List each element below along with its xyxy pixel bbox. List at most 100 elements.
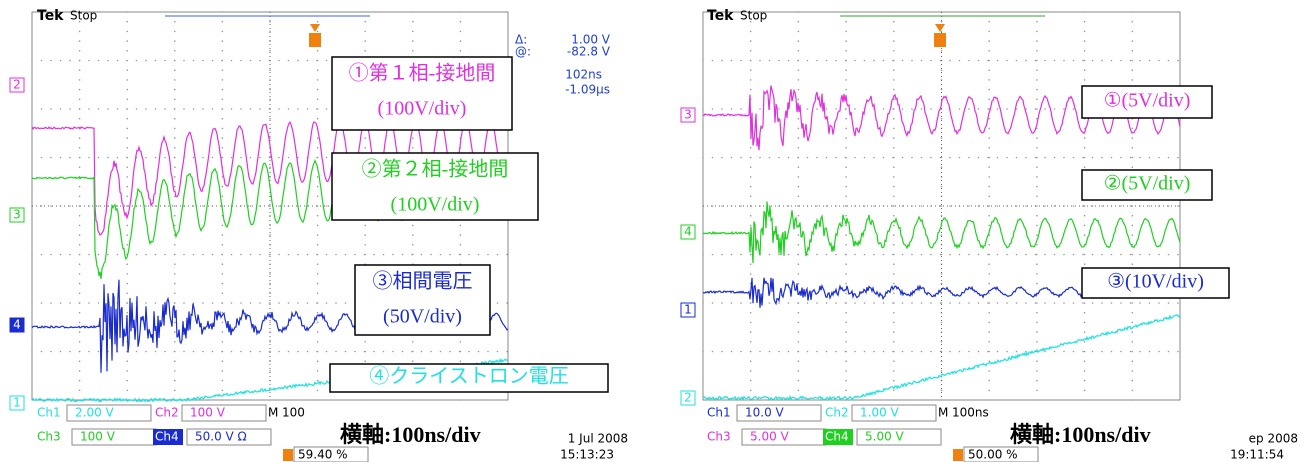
graticule-dot (1101, 205, 1103, 207)
graticule-dot (826, 157, 828, 159)
acquisition-state: Stop (70, 9, 97, 23)
graticule-dot (212, 254, 214, 256)
graticule-dot (174, 176, 176, 178)
graticule-dot (174, 147, 176, 149)
graticule-dot (468, 254, 470, 256)
graticule-dot (126, 99, 128, 101)
graticule-dot (959, 60, 961, 62)
graticule-dot (221, 351, 223, 353)
graticule-dot (798, 322, 800, 324)
graticule-dot (1073, 302, 1075, 304)
graticule-dot (288, 157, 290, 159)
time: 15:13:23 (560, 448, 614, 462)
graticule-dot (959, 108, 961, 110)
graticule-dot (798, 128, 800, 130)
graticule-dot (1063, 108, 1065, 110)
graticule-dot (740, 60, 742, 62)
graticule-dot (798, 273, 800, 275)
graticule-dot (231, 60, 233, 62)
graticule-dot (740, 254, 742, 256)
graticule-dot (769, 60, 771, 62)
graticule-dot (1082, 254, 1084, 256)
graticule-dot (50, 351, 52, 353)
graticule-dot (297, 254, 299, 256)
graticule-dot (278, 60, 280, 62)
graticule-dot (155, 157, 157, 159)
graticule-dot (126, 128, 128, 130)
graticule-dot (778, 157, 780, 159)
graticule-dot (269, 166, 271, 168)
graticule-dot (1036, 399, 1038, 401)
graticule-dot (250, 157, 252, 159)
graticule-dot (1084, 157, 1086, 159)
graticule-dot (202, 60, 204, 62)
graticule-dot (988, 99, 990, 101)
graticule-dot (1016, 351, 1018, 353)
graticule-dot (174, 118, 176, 120)
graticule-dot (1132, 322, 1134, 324)
graticule-dot (1084, 390, 1086, 392)
graticule-dot (750, 273, 752, 275)
graticule-dot (79, 390, 81, 392)
graticule-dot (1036, 244, 1038, 246)
graticule-dot (145, 351, 147, 353)
graticule-dot (1132, 166, 1134, 168)
graticule-dot (759, 157, 761, 159)
graticule-dot (317, 244, 319, 246)
graticule-dot (1082, 302, 1084, 304)
graticule-dot (1036, 186, 1038, 188)
graticule-dot (750, 40, 752, 42)
graticule-dot (893, 341, 895, 343)
graticule-dot (1084, 69, 1086, 71)
graticule-dot (478, 351, 480, 353)
graticule-dot (807, 302, 809, 304)
graticule-dot (854, 254, 856, 256)
graticule-dot (1168, 157, 1170, 159)
graticule-dot (845, 351, 847, 353)
annotation-text: ③相間電圧 (373, 270, 473, 293)
graticule-dot (164, 157, 166, 159)
graticule-dot (79, 69, 81, 71)
graticule-dot (79, 40, 81, 42)
graticule-dot (712, 302, 714, 304)
graticule-dot (222, 147, 224, 149)
graticule-dot (1084, 11, 1086, 13)
graticule-dot (798, 89, 800, 91)
graticule-dot (317, 234, 319, 236)
graticule-dot (126, 176, 128, 178)
graticule-dot (892, 60, 894, 62)
graticule-dot (845, 322, 847, 324)
graticule-dot (835, 254, 837, 256)
graticule-dot (1073, 60, 1075, 62)
graticule-dot (740, 108, 742, 110)
graticule-dot (941, 234, 943, 236)
graticule-dot (978, 108, 980, 110)
graticule-dot (126, 360, 128, 362)
graticule-dot (79, 157, 81, 159)
graticule-dot (759, 351, 761, 353)
graticule-dot (335, 351, 337, 353)
graticule-dot (222, 21, 224, 23)
graticule-dot (892, 157, 894, 159)
scope-panel: TekStop3412①(5V/div)②(5V/div)③(10V/div)C… (681, 8, 1298, 462)
graticule-dot (750, 331, 752, 333)
graticule-dot (845, 176, 847, 178)
graticule-dot (1084, 215, 1086, 217)
graticule-dot (1025, 302, 1027, 304)
graticule-dot (1111, 254, 1113, 256)
graticule-dot (845, 89, 847, 91)
graticule-dot (893, 89, 895, 91)
cursor-readout: 102ns (565, 68, 602, 82)
graticule-dot (1054, 254, 1056, 256)
graticule-dot (959, 157, 961, 159)
graticule-dot (1084, 234, 1086, 236)
graticule-dot (835, 60, 837, 62)
graticule-dot (222, 128, 224, 130)
graticule-dot (1130, 302, 1132, 304)
graticule-dot (750, 196, 752, 198)
graticule-dot (364, 147, 366, 149)
graticule-dot (921, 60, 923, 62)
graticule-dot (1084, 263, 1086, 265)
graticule-dot (126, 21, 128, 23)
graticule-dot (1084, 380, 1086, 382)
